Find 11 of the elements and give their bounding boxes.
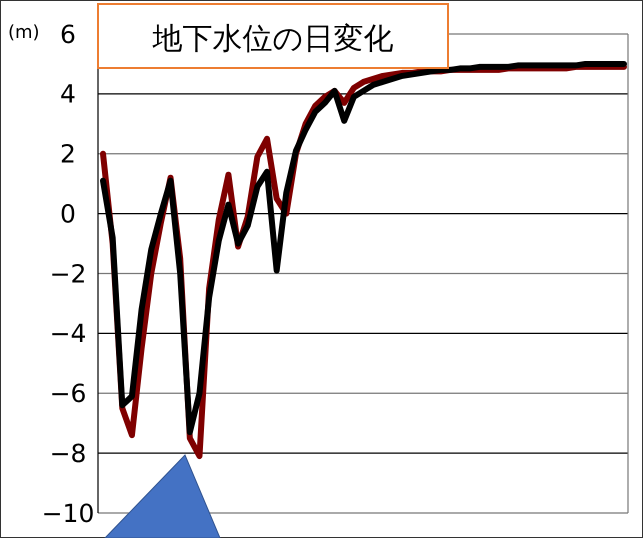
y-tick-label: −2 (50, 259, 86, 288)
y-tick-label: −4 (50, 319, 86, 348)
y-tick-label: 2 (60, 140, 76, 168)
chart-title: 地下水位の日変化 (152, 22, 394, 56)
y-tick-label: 0 (60, 199, 76, 228)
y-tick-label: −10 (42, 498, 94, 528)
y-tick-label: −8 (50, 438, 86, 468)
y-tick-label: 6 (60, 20, 76, 49)
y-axis-title: (m) (8, 22, 40, 43)
y-tick-label: 4 (60, 80, 76, 109)
y-tick-label: −6 (50, 379, 86, 408)
